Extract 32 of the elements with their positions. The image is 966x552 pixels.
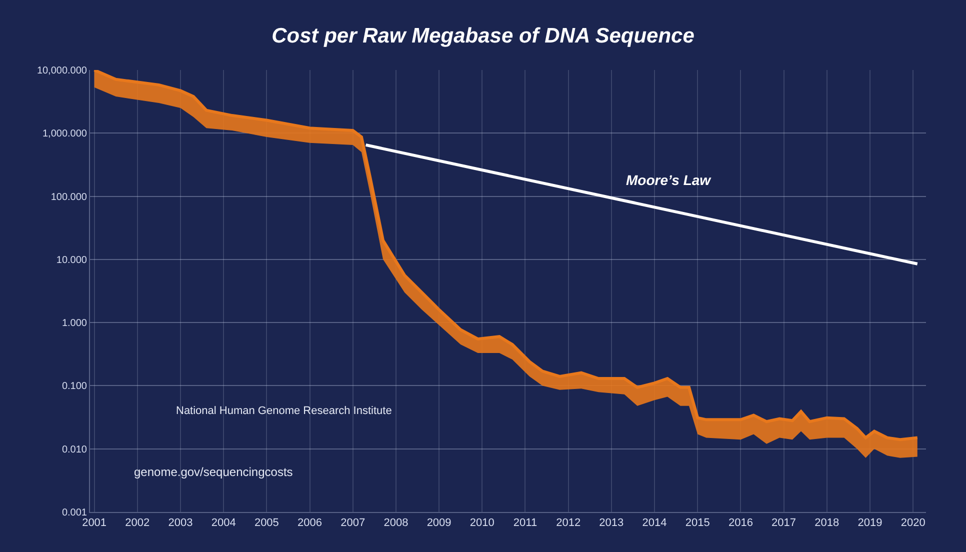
x-tick-label: 2007 — [340, 517, 366, 530]
y-tick-label: 1,000.000 — [42, 128, 88, 140]
chart-title: Cost per Raw Megabase of DNA Sequence — [272, 24, 695, 48]
series-label: Moore’s Law — [626, 172, 712, 188]
x-tick-label: 2020 — [900, 517, 926, 530]
x-tick-label: 2013 — [599, 517, 624, 530]
y-tick-label: 0.010 — [62, 444, 88, 456]
x-tick-label: 2015 — [685, 517, 710, 530]
y-tick-label: 0.001 — [62, 508, 88, 518]
x-tick-label: 2002 — [125, 517, 150, 530]
x-tick-label: 2017 — [772, 517, 796, 530]
x-tick-label: 2009 — [426, 517, 452, 530]
y-tick-label: 10,000.000 — [36, 66, 88, 76]
x-tick-label: 2016 — [728, 517, 753, 530]
x-tick-label: 2003 — [168, 517, 193, 530]
x-tick-label: 2019 — [858, 517, 882, 530]
x-tick-label: 2018 — [814, 517, 840, 530]
x-tick-label: 2005 — [254, 517, 279, 530]
x-tick-label: 2012 — [556, 517, 581, 530]
x-tick-label: 2010 — [470, 517, 494, 530]
x-tick-label: 2006 — [298, 517, 322, 530]
x-tick-label: 2004 — [211, 517, 236, 530]
y-tick-label: 0.100 — [62, 381, 88, 392]
x-tick-label: 2011 — [513, 517, 538, 530]
x-tick-label: 2001 — [82, 517, 107, 530]
y-tick-label: 10.000 — [56, 254, 88, 266]
y-tick-label: 100.000 — [50, 192, 88, 203]
annotation: National Human Genome Research Institute — [176, 405, 392, 417]
x-tick-label: 2014 — [642, 517, 667, 530]
annotation: genome.gov/sequencingcosts — [134, 465, 293, 479]
y-tick-label: 1.000 — [62, 318, 88, 330]
x-tick-label: 2008 — [384, 517, 408, 530]
